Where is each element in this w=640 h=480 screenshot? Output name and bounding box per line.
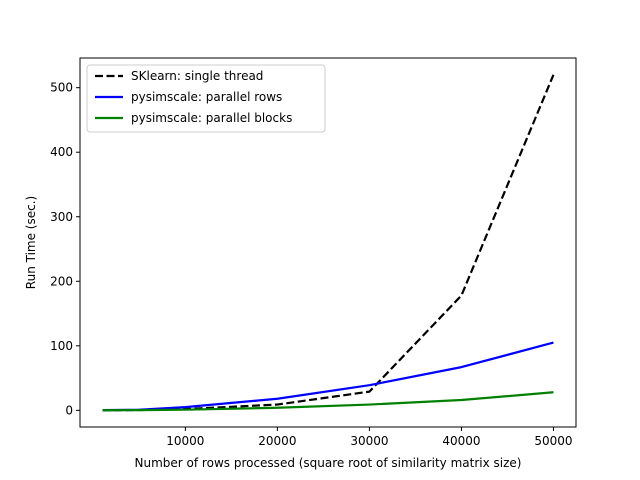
series-line-pysimscale-parallel-blocks <box>102 391 554 412</box>
y-axis-ticks: 0 100 200 300 400 500 <box>50 81 80 417</box>
y-tick-label: 0 <box>65 403 73 417</box>
legend-label: pysimscale: parallel rows <box>131 90 282 104</box>
plot-lines <box>102 74 555 412</box>
x-tick-label: 10000 <box>166 434 204 448</box>
x-tick-label: 20000 <box>258 434 296 448</box>
y-tick-label: 100 <box>50 339 73 353</box>
legend-box <box>86 64 326 133</box>
x-tick-label: 30000 <box>350 434 388 448</box>
y-tick-label: 500 <box>50 81 73 95</box>
plot-frame <box>79 57 577 428</box>
y-tick-label: 300 <box>50 210 73 224</box>
x-axis-ticks: 10000 20000 30000 40000 50000 <box>166 427 573 448</box>
legend-label: pysimscale: parallel blocks <box>131 111 292 125</box>
series-line-pysimscale-parallel-rows <box>102 341 554 412</box>
x-tick-label: 50000 <box>534 434 572 448</box>
y-tick-label: 400 <box>50 145 73 159</box>
x-axis-label: Number of rows processed (square root of… <box>135 456 522 470</box>
y-axis-label: Run Time (sec.) <box>24 196 38 289</box>
legend-label: SKlearn: single thread <box>131 69 263 83</box>
legend: SKlearn: single thread pysimscale: parall… <box>86 64 326 133</box>
x-tick-label: 40000 <box>442 434 480 448</box>
y-tick-label: 200 <box>50 274 73 288</box>
